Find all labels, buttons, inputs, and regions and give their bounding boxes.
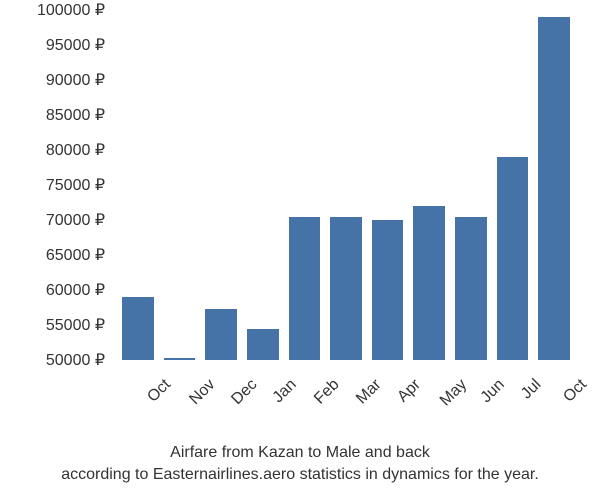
x-tick-slot: Jan [246, 362, 278, 432]
x-axis: Oct Nov Dec Jan Feb Mar Apr May Jun Jul Oct [110, 362, 580, 432]
bar [330, 217, 362, 361]
x-tick-slot: Dec [204, 362, 236, 432]
bar [372, 220, 404, 360]
x-tick-slot: May [412, 362, 444, 432]
y-tick-label: 65000 ₽ [46, 245, 105, 265]
bar [455, 217, 487, 361]
x-tick-slot: Apr [371, 362, 403, 432]
y-tick-label: 80000 ₽ [46, 140, 105, 160]
y-tick-label: 85000 ₽ [46, 105, 105, 125]
bars-group [111, 10, 581, 360]
bar [413, 206, 445, 360]
x-tick-label: Oct [561, 376, 591, 406]
bar [122, 297, 154, 360]
x-tick-slot: Mar [329, 362, 361, 432]
bar [497, 157, 529, 360]
x-tick-slot: Jul [496, 362, 528, 432]
caption-line-2: according to Easternairlines.aero statis… [0, 464, 600, 486]
bar [289, 217, 321, 361]
y-axis: 50000 ₽55000 ₽60000 ₽65000 ₽70000 ₽75000… [0, 10, 105, 360]
bar [164, 358, 196, 360]
x-tick-slot: Oct [537, 362, 569, 432]
y-tick-label: 60000 ₽ [46, 280, 105, 300]
bar [538, 17, 570, 360]
chart-container: 50000 ₽ 55000 ₽ 60000 ₽ 65000 ₽ 70000 ₽ 75000… [0, 0, 600, 500]
y-tick-label: 95000 ₽ [46, 35, 105, 55]
y-tick-label: 75000 ₽ [46, 175, 105, 195]
y-tick-label: 55000 ₽ [46, 315, 105, 335]
x-tick-slot: Nov [163, 362, 195, 432]
caption-line-1: Airfare from Kazan to Male and back [0, 442, 600, 464]
y-tick-label: 100000 ₽ [37, 0, 105, 20]
y-tick-label: 90000 ₽ [46, 70, 105, 90]
plot-area [110, 10, 581, 360]
x-tick-slot: Jun [454, 362, 486, 432]
y-tick-label: 70000 ₽ [46, 210, 105, 230]
x-tick-slot: Oct [121, 362, 153, 432]
bar [247, 329, 279, 361]
x-tick-slot: Feb [288, 362, 320, 432]
y-tick-label: 50000 ₽ [46, 350, 105, 370]
bar [205, 309, 237, 360]
